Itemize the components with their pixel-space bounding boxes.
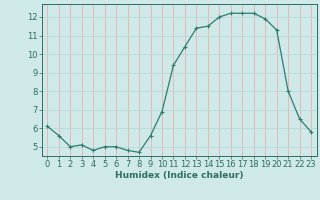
X-axis label: Humidex (Indice chaleur): Humidex (Indice chaleur) [115, 171, 244, 180]
